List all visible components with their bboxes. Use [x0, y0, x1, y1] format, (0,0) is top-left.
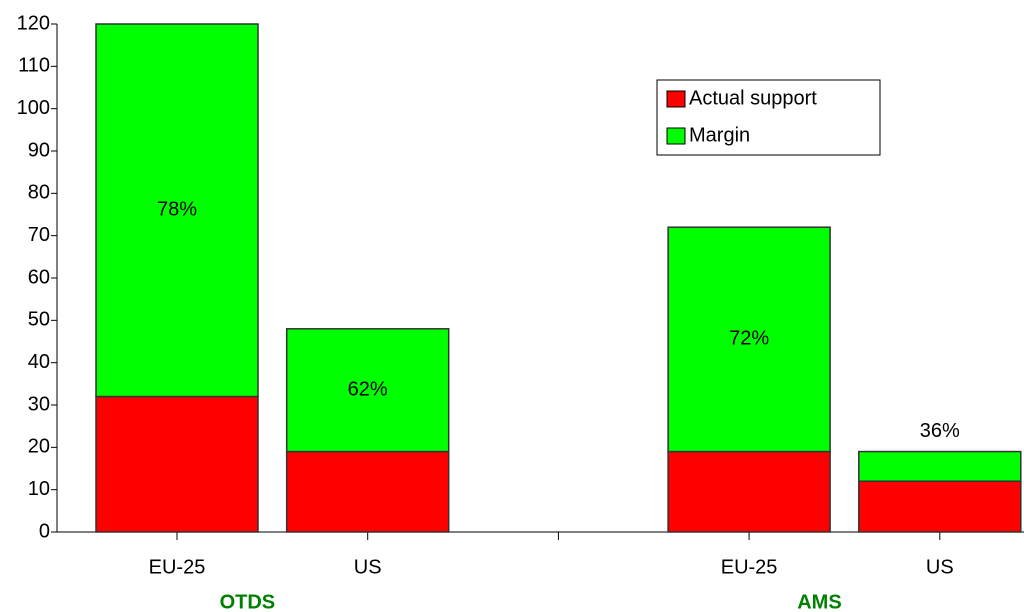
bar-segment [95, 395, 259, 533]
legend-swatch [666, 127, 686, 145]
y-tick-label: 120 [17, 12, 50, 34]
bar-segment [858, 480, 1022, 533]
x-tick-label: EU-25 [721, 556, 778, 578]
bar-label: 72% [729, 328, 769, 350]
x-tick-label: US [354, 556, 382, 578]
y-tick-label: 40 [28, 351, 50, 373]
y-tick-label: 110 [18, 55, 50, 77]
y-tick-label: 60 [28, 266, 50, 288]
bar-segment [95, 23, 259, 398]
bar-segment [667, 226, 831, 453]
bar-segment [285, 450, 450, 533]
y-tick-label: 30 [28, 393, 50, 415]
x-tick-label: US [926, 556, 954, 578]
y-tick-label: 10 [28, 478, 50, 500]
bar-segment [285, 328, 450, 453]
bar-label: 78% [157, 199, 197, 221]
x-tick-label: EU-25 [149, 556, 206, 578]
y-tick-label: 0 [39, 520, 50, 542]
bar-segment [858, 450, 1022, 482]
group-label: AMS [797, 591, 841, 612]
bar-label: 36% [920, 420, 960, 442]
group-label: OTDS [220, 591, 276, 612]
y-tick-label: 100 [17, 97, 50, 119]
legend-label: Margin [689, 124, 750, 146]
legend-label: Actual support [689, 87, 817, 109]
y-tick-label: 70 [28, 224, 50, 246]
y-tick-label: 90 [28, 139, 50, 161]
y-tick-label: 80 [28, 182, 50, 204]
bar-label: 62% [348, 378, 388, 400]
legend [656, 79, 881, 156]
y-tick-label: 50 [28, 309, 50, 331]
bar-segment [667, 450, 831, 533]
legend-swatch [666, 90, 686, 108]
y-tick-label: 20 [28, 436, 50, 458]
